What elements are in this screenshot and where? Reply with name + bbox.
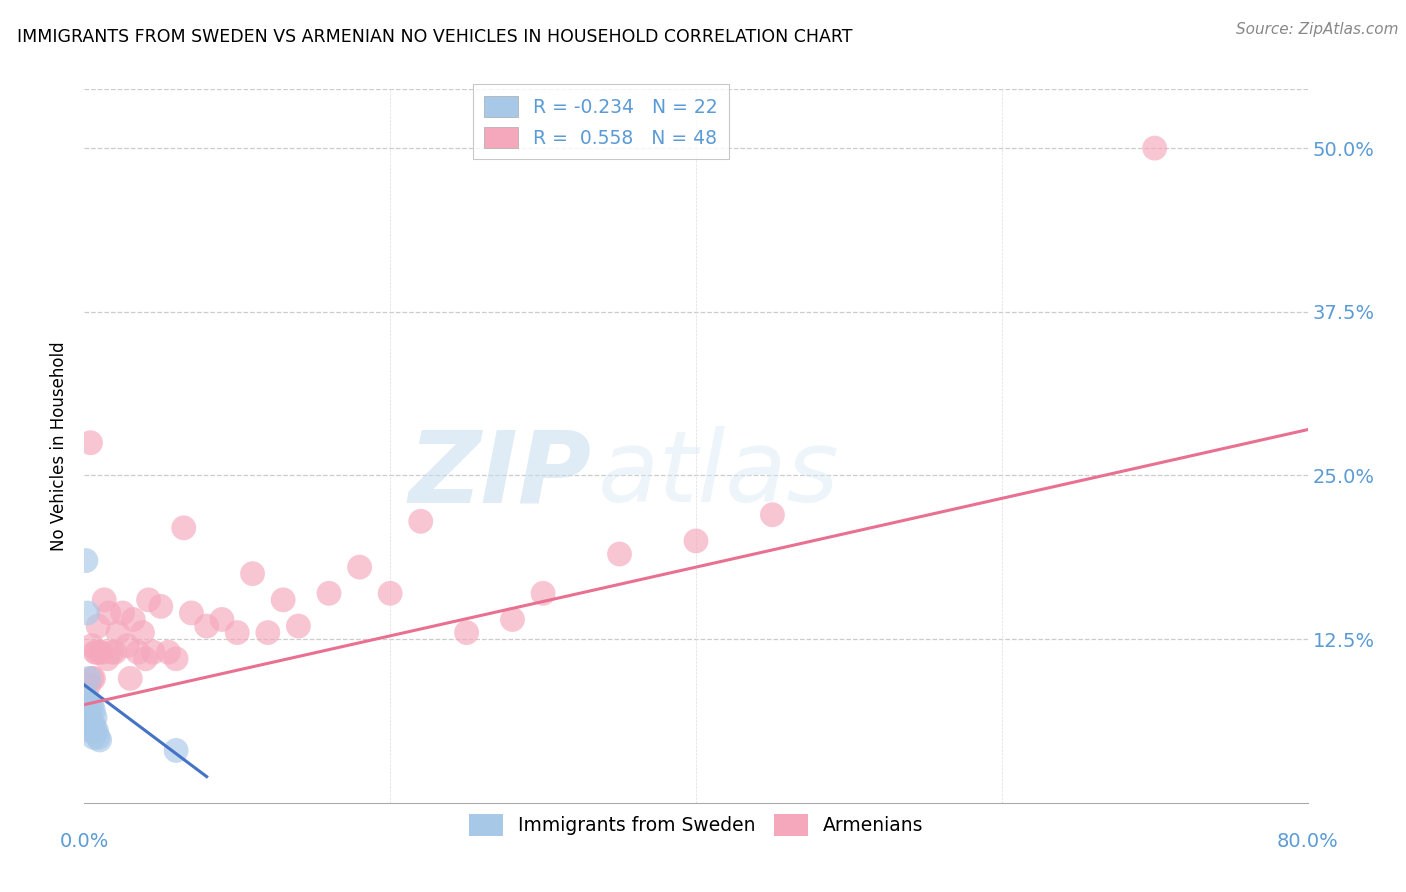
Point bbox=[80, 698, 103, 712]
Point bbox=[93, 592, 115, 607]
Point bbox=[142, 645, 165, 659]
Point bbox=[380, 586, 402, 600]
Point bbox=[502, 612, 524, 626]
Point bbox=[84, 723, 107, 738]
Point bbox=[79, 723, 101, 738]
Text: IMMIGRANTS FROM SWEDEN VS ARMENIAN NO VEHICLES IN HOUSEHOLD CORRELATION CHART: IMMIGRANTS FROM SWEDEN VS ARMENIAN NO VE… bbox=[17, 29, 852, 46]
Point bbox=[131, 625, 153, 640]
Point bbox=[77, 717, 100, 731]
Text: atlas: atlas bbox=[598, 426, 839, 523]
Point bbox=[195, 619, 218, 633]
Point bbox=[77, 672, 100, 686]
Point bbox=[83, 731, 105, 745]
Point bbox=[107, 625, 129, 640]
Point bbox=[83, 672, 105, 686]
Point bbox=[86, 723, 108, 738]
Text: 80.0%: 80.0% bbox=[1277, 831, 1339, 851]
Point bbox=[173, 521, 195, 535]
Point bbox=[761, 508, 783, 522]
Point bbox=[257, 625, 280, 640]
Point bbox=[101, 645, 124, 659]
Point bbox=[80, 639, 103, 653]
Point bbox=[1143, 141, 1166, 155]
Point bbox=[89, 733, 111, 747]
Point bbox=[271, 592, 294, 607]
Point bbox=[122, 612, 145, 626]
Point bbox=[165, 743, 187, 757]
Point bbox=[127, 645, 149, 659]
Text: Source: ZipAtlas.com: Source: ZipAtlas.com bbox=[1236, 22, 1399, 37]
Point bbox=[318, 586, 340, 600]
Point bbox=[80, 723, 103, 738]
Point bbox=[91, 645, 114, 659]
Point bbox=[531, 586, 554, 600]
Legend: Immigrants from Sweden, Armenians: Immigrants from Sweden, Armenians bbox=[461, 806, 931, 843]
Text: 0.0%: 0.0% bbox=[59, 831, 110, 851]
Point bbox=[96, 652, 118, 666]
Point bbox=[104, 645, 127, 659]
Point bbox=[242, 566, 264, 581]
Text: ZIP: ZIP bbox=[409, 426, 592, 523]
Point bbox=[83, 704, 105, 718]
Point bbox=[87, 619, 110, 633]
Point bbox=[86, 645, 108, 659]
Point bbox=[84, 645, 107, 659]
Point bbox=[76, 711, 98, 725]
Point bbox=[79, 435, 101, 450]
Point bbox=[135, 652, 157, 666]
Point bbox=[138, 592, 160, 607]
Point bbox=[456, 625, 478, 640]
Point bbox=[120, 672, 142, 686]
Point bbox=[83, 717, 105, 731]
Point bbox=[609, 547, 631, 561]
Point bbox=[349, 560, 371, 574]
Point bbox=[97, 606, 120, 620]
Point bbox=[180, 606, 202, 620]
Point bbox=[76, 606, 98, 620]
Point bbox=[80, 717, 103, 731]
Y-axis label: No Vehicles in Household: No Vehicles in Household bbox=[51, 341, 69, 551]
Point bbox=[87, 731, 110, 745]
Point bbox=[287, 619, 309, 633]
Point bbox=[409, 514, 432, 528]
Point bbox=[75, 553, 97, 567]
Point bbox=[80, 672, 103, 686]
Point bbox=[84, 711, 107, 725]
Point bbox=[76, 691, 98, 706]
Point bbox=[77, 678, 100, 692]
Point bbox=[226, 625, 249, 640]
Point bbox=[211, 612, 233, 626]
Point bbox=[115, 639, 138, 653]
Point bbox=[89, 645, 111, 659]
Point bbox=[79, 711, 101, 725]
Point bbox=[75, 691, 97, 706]
Point bbox=[149, 599, 172, 614]
Point bbox=[685, 533, 707, 548]
Point bbox=[165, 652, 187, 666]
Point bbox=[157, 645, 180, 659]
Point bbox=[111, 606, 134, 620]
Point bbox=[77, 698, 100, 712]
